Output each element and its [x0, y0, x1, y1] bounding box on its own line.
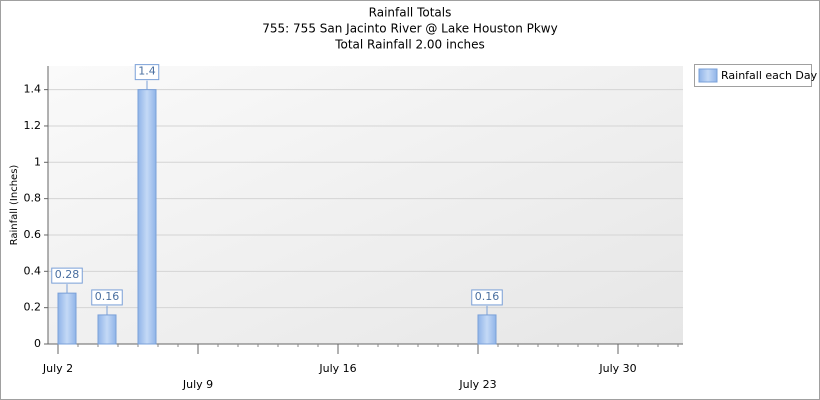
- y-tick-label: 0.2: [24, 301, 42, 314]
- legend: [694, 64, 812, 87]
- bar: [477, 314, 497, 345]
- value-label-box: [51, 267, 83, 284]
- y-tick-label: 1.2: [24, 119, 42, 132]
- legend-swatch: [698, 68, 718, 83]
- y-tick-label: 1.4: [24, 83, 42, 96]
- bar: [57, 292, 77, 345]
- value-label-box: [91, 289, 123, 306]
- bar: [97, 314, 117, 345]
- x-tick-label: July 2: [42, 362, 73, 375]
- chart-title: Rainfall Totals: [369, 6, 452, 20]
- value-label: 0.28: [55, 268, 80, 281]
- legend-label: Rainfall each Day: [721, 69, 818, 82]
- value-label-box: [471, 289, 503, 306]
- y-tick-label: 0: [34, 337, 41, 350]
- x-tick-label: July 30: [598, 362, 636, 375]
- x-tick-label: July 16: [318, 362, 356, 375]
- y-axis-label: Rainfall (Inches): [9, 165, 20, 246]
- annotation: Total Rainfall 2.00 inches: [334, 38, 485, 52]
- bar: [137, 89, 157, 345]
- value-label: 1.4: [138, 65, 156, 78]
- chart-subtitle: 755: 755 San Jacinto River @ Lake Housto…: [262, 22, 557, 36]
- value-label-box: [134, 64, 160, 81]
- x-tick-label: July 23: [458, 378, 496, 391]
- value-label: 0.16: [95, 290, 120, 303]
- y-tick-label: 0.6: [24, 228, 42, 241]
- y-tick-label: 0.4: [24, 264, 42, 277]
- y-tick-label: 0.8: [24, 192, 42, 205]
- y-tick-label: 1: [34, 155, 41, 168]
- x-tick-label: July 9: [182, 378, 213, 391]
- value-label: 0.16: [475, 290, 500, 303]
